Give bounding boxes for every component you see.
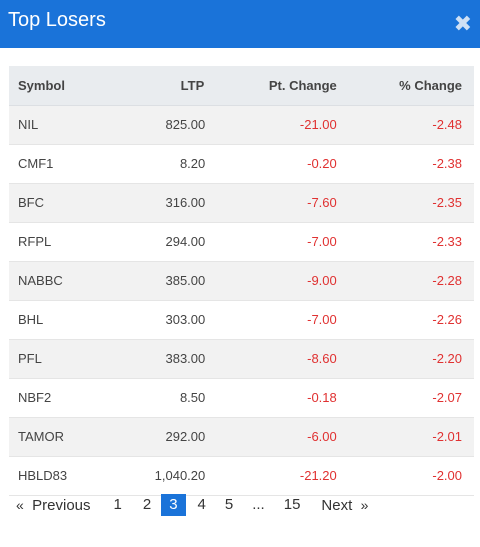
table-row[interactable]: NIL 825.00 -21.00 -2.48 [9, 105, 474, 145]
column-header-ltp[interactable]: LTP [110, 66, 217, 106]
next-button[interactable]: Next » [314, 494, 375, 516]
cell-ltp: 825.00 [110, 105, 217, 145]
modal-title: Top Losers [8, 8, 106, 31]
cell-pt-change: -21.20 [216, 456, 349, 496]
table-row[interactable]: BFC 316.00 -7.60 -2.35 [9, 183, 474, 223]
cell-pct-change: -2.20 [348, 339, 474, 379]
cell-ltp: 8.50 [110, 378, 217, 418]
cell-symbol[interactable]: NABBC [9, 261, 111, 301]
page-5-button[interactable]: 5 [224, 496, 234, 513]
cell-ltp: 383.00 [110, 339, 217, 379]
cell-pt-change: -7.00 [216, 222, 349, 262]
page-15-button[interactable]: 15 [283, 496, 301, 513]
cell-symbol[interactable]: TAMOR [9, 417, 111, 457]
cell-ltp: 292.00 [110, 417, 217, 457]
cell-symbol[interactable]: RFPL [9, 222, 111, 262]
table-row[interactable]: HBLD83 1,040.20 -21.20 -2.00 [9, 456, 474, 496]
page-3-button-active[interactable]: 3 [161, 494, 186, 516]
cell-pct-change: -2.35 [348, 183, 474, 223]
cell-symbol[interactable]: PFL [9, 339, 111, 379]
cell-pct-change: -2.48 [348, 105, 474, 145]
cell-pt-change: -6.00 [216, 417, 349, 457]
close-icon[interactable]: ✖ [453, 11, 472, 36]
cell-pct-change: -2.38 [348, 144, 474, 184]
table-row[interactable]: BHL 303.00 -7.00 -2.26 [9, 300, 474, 340]
cell-pct-change: -2.28 [348, 261, 474, 301]
table-row[interactable]: CMF1 8.20 -0.20 -2.38 [9, 144, 474, 184]
table-row[interactable]: TAMOR 292.00 -6.00 -2.01 [9, 417, 474, 457]
pagination-ellipsis: ... [252, 496, 265, 513]
cell-pt-change: -0.18 [216, 378, 349, 418]
cell-symbol[interactable]: NIL [9, 105, 111, 145]
cell-pt-change: -21.00 [216, 105, 349, 145]
cell-pct-change: -2.26 [348, 300, 474, 340]
cell-symbol[interactable]: CMF1 [9, 144, 111, 184]
cell-pt-change: -0.20 [216, 144, 349, 184]
cell-ltp: 1,040.20 [110, 456, 217, 496]
cell-ltp: 385.00 [110, 261, 217, 301]
pagination: « Previous 1 2 3 4 5 ... 15 Next » [9, 494, 376, 516]
table-row[interactable]: NBF2 8.50 -0.18 -2.07 [9, 378, 474, 418]
modal-header: Top Losers ✖ [0, 0, 480, 48]
double-chevron-right-icon: » [360, 497, 369, 513]
previous-label: Previous [32, 497, 91, 514]
column-header-symbol[interactable]: Symbol [9, 66, 111, 106]
cell-ltp: 8.20 [110, 144, 217, 184]
table-row[interactable]: RFPL 294.00 -7.00 -2.33 [9, 222, 474, 262]
cell-ltp: 303.00 [110, 300, 217, 340]
cell-pct-change: -2.33 [348, 222, 474, 262]
page-2-button[interactable]: 2 [142, 496, 152, 513]
cell-symbol[interactable]: NBF2 [9, 378, 111, 418]
previous-button[interactable]: « Previous [9, 494, 98, 516]
cell-ltp: 294.00 [110, 222, 217, 262]
cell-pt-change: -8.60 [216, 339, 349, 379]
table-row[interactable]: NABBC 385.00 -9.00 -2.28 [9, 261, 474, 301]
next-label: Next [321, 497, 353, 514]
cell-pt-change: -7.60 [216, 183, 349, 223]
double-chevron-left-icon: « [16, 497, 24, 513]
cell-pt-change: -7.00 [216, 300, 349, 340]
cell-symbol[interactable]: BHL [9, 300, 111, 340]
table-row[interactable]: PFL 383.00 -8.60 -2.20 [9, 339, 474, 379]
losers-table-container: Symbol LTP Pt. Change % Change NIL 825.00… [9, 66, 474, 496]
table-header-row: Symbol LTP Pt. Change % Change [9, 66, 474, 106]
cell-pct-change: -2.07 [348, 378, 474, 418]
cell-symbol[interactable]: HBLD83 [9, 456, 111, 496]
losers-table: Symbol LTP Pt. Change % Change NIL 825.00… [9, 66, 474, 496]
cell-ltp: 316.00 [110, 183, 217, 223]
page-4-button[interactable]: 4 [197, 496, 206, 513]
cell-symbol[interactable]: BFC [9, 183, 111, 223]
column-header-pct-change[interactable]: % Change [348, 66, 474, 106]
column-header-pt-change[interactable]: Pt. Change [216, 66, 349, 106]
cell-pct-change: -2.00 [348, 456, 474, 496]
cell-pct-change: -2.01 [348, 417, 474, 457]
page-1-button[interactable]: 1 [113, 496, 122, 513]
cell-pt-change: -9.00 [216, 261, 349, 301]
